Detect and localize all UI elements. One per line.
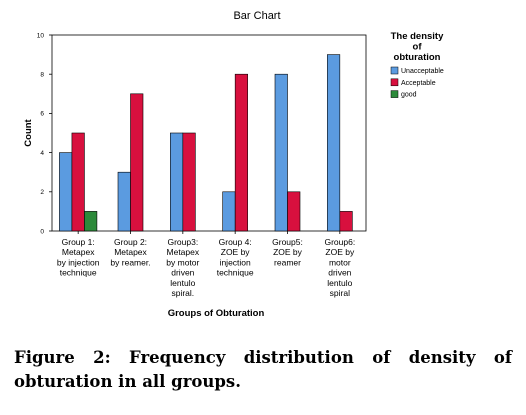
x-category-label-line: technique xyxy=(60,268,97,278)
x-category-label-line: injection xyxy=(220,257,251,267)
bar-unacceptable-group-2 xyxy=(117,171,131,232)
x-axis-title: Groups of Obturation xyxy=(168,308,265,319)
x-category-label-line: driven xyxy=(328,268,351,278)
legend-label-good: good xyxy=(401,92,417,99)
bar-unacceptable-group-3 xyxy=(170,132,184,232)
x-category-label-line: Group 2: xyxy=(114,237,147,247)
chart-title: Bar Chart xyxy=(233,10,280,22)
y-axis-ticks: 0 2 4 6 8 10 xyxy=(37,32,52,235)
legend-swatch-good xyxy=(390,90,399,98)
plot-frame xyxy=(51,34,367,232)
y-tick-label: 10 xyxy=(37,32,45,39)
x-category-label-line: Group5: xyxy=(272,237,303,247)
x-category-label-line: Group6: xyxy=(324,237,355,247)
x-category-label-line: lentulo xyxy=(170,278,195,288)
x-category-label-line: technique xyxy=(217,268,254,278)
x-category-label-line: spiral xyxy=(330,288,350,298)
x-category-label-line: Metapex xyxy=(167,247,200,257)
plot-area xyxy=(51,34,367,232)
legend-title: The density xyxy=(391,31,445,42)
bar-unacceptable-group-4 xyxy=(222,191,236,232)
bar-good-group-1 xyxy=(84,211,98,232)
bar-acceptable-group-2 xyxy=(130,93,144,232)
bar-unacceptable-group-6 xyxy=(327,54,341,232)
x-category-label-line: motor xyxy=(329,257,351,267)
y-tick-label: 4 xyxy=(40,150,44,157)
legend-title: of xyxy=(413,42,423,53)
x-category-label-line: by motor xyxy=(166,257,199,267)
x-category-label-line: by injection xyxy=(57,257,100,267)
y-tick-label: 0 xyxy=(40,228,44,235)
y-tick-label: 2 xyxy=(40,189,44,196)
legend-swatch-acceptable xyxy=(390,78,399,87)
x-category-label-line: Metapex xyxy=(62,247,95,257)
bar-unacceptable-group-5 xyxy=(274,73,288,232)
x-category-label-line: reamer xyxy=(274,257,301,267)
x-category-label-line: ZOE by xyxy=(221,247,251,257)
figure-caption: Figure 2: Frequency distribution of dens… xyxy=(14,348,512,391)
bar-unacceptable-group-1 xyxy=(59,152,73,232)
legend-label-acceptable: Acceptable xyxy=(401,80,436,87)
x-category-label-line: ZOE by xyxy=(325,247,355,257)
bar-acceptable-group-1 xyxy=(71,132,85,232)
y-tick-label: 8 xyxy=(40,72,44,79)
legend-label-unacceptable: Unacceptable xyxy=(401,68,444,75)
bar-acceptable-group-5 xyxy=(287,191,301,232)
x-category-label-line: Group 1: xyxy=(62,237,95,247)
legend-swatch-unacceptable xyxy=(390,66,399,75)
x-category-label-line: driven xyxy=(171,268,194,278)
y-axis-title: Count xyxy=(23,118,34,146)
x-category-label-line: lentulo xyxy=(327,278,352,288)
x-category-label-line: ZOE by xyxy=(273,247,303,257)
x-category-label-line: Group 4: xyxy=(219,237,252,247)
x-category-label-line: spiral. xyxy=(171,288,194,298)
bar-acceptable-group-3 xyxy=(182,132,196,232)
bar-acceptable-group-4 xyxy=(234,73,248,232)
bars xyxy=(59,54,353,232)
x-category-label-line: by reamer. xyxy=(110,257,150,267)
bar-acceptable-group-6 xyxy=(339,211,353,232)
y-tick-label: 6 xyxy=(40,111,44,118)
x-category-label-line: Group3: xyxy=(167,237,198,247)
legend-title: obturation xyxy=(394,52,441,63)
x-category-label-line: Metapex xyxy=(114,247,147,257)
